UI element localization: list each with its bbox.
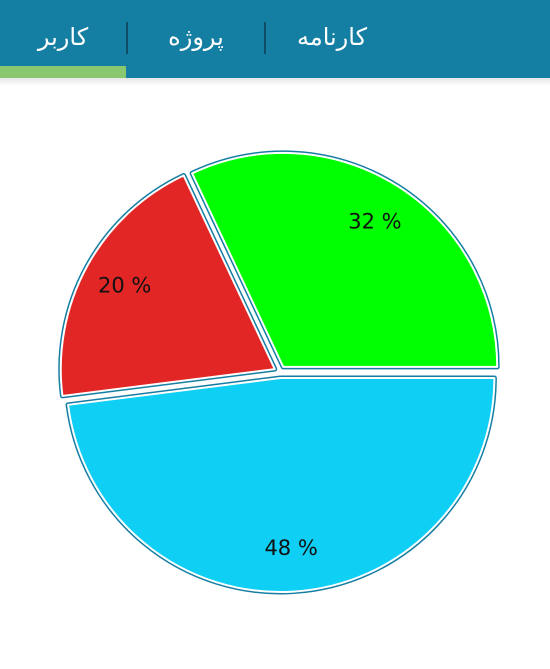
slice-percent-label: 32 % (348, 209, 401, 233)
tab-resume-label: کارنامه (296, 23, 368, 51)
tab-bar-shadow (0, 78, 550, 86)
tab-user[interactable]: کاربر (0, 0, 126, 78)
pie-chart: 32 % 20 % 48 % (58, 150, 500, 595)
tab-divider (126, 22, 128, 54)
pie-slice-fill (67, 376, 496, 593)
slice-percent-label: 20 % (98, 274, 151, 298)
pie-slice-fill (191, 151, 499, 368)
tab-user-label: کاربر (37, 23, 89, 51)
tab-divider (264, 22, 266, 54)
selected-tab-indicator (0, 66, 126, 78)
tab-project-label: پروژه (168, 23, 224, 51)
pie-slice-fill (59, 174, 276, 397)
tab-project[interactable]: پروژه (128, 0, 264, 78)
tab-resume[interactable]: کارنامه (266, 0, 398, 78)
tab-bar: کاربر پروژه کارنامه (0, 0, 550, 78)
slice-percent-label: 48 % (264, 536, 317, 560)
